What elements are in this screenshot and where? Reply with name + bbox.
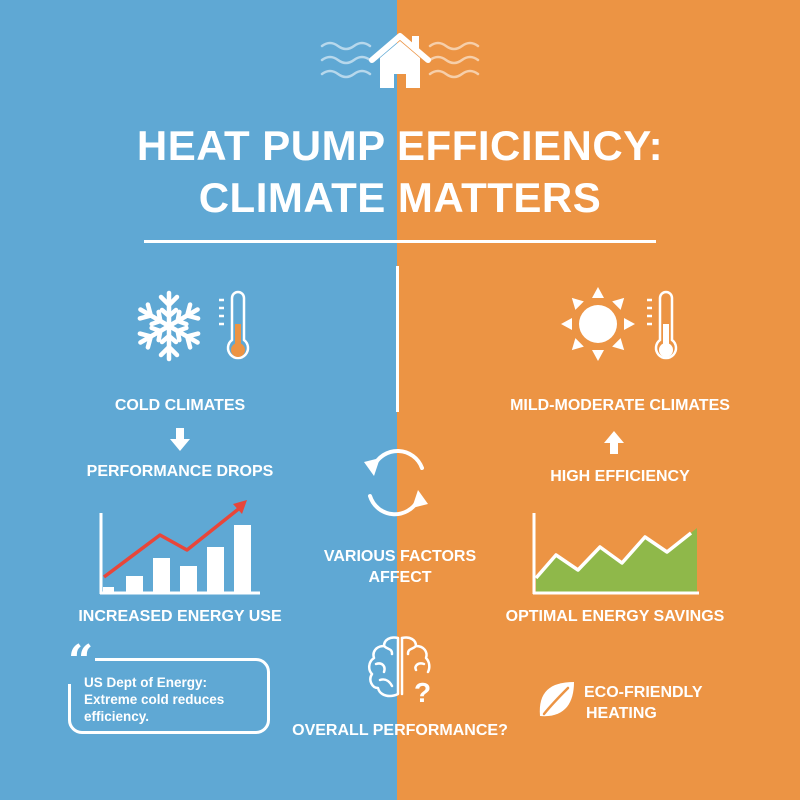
bar-1 [103, 587, 114, 593]
bar-2 [126, 576, 143, 593]
cycle-arrows-icon [364, 448, 428, 517]
quote-line-3: efficiency. [84, 709, 150, 724]
bar-6 [234, 525, 251, 593]
sun-icon [561, 287, 635, 361]
overall-performance-label: OVERALL PERFORMANCE? [292, 722, 508, 739]
eco-line-2: HEATING [586, 705, 657, 722]
quote-mark-icon: “ [66, 636, 96, 687]
mild-climates-heading: MILD-MODERATE CLIMATES [510, 397, 730, 414]
thermometer-icon [647, 290, 678, 360]
cold-climates-heading: COLD CLIMATES [114, 397, 246, 414]
bar-4 [180, 566, 197, 593]
center-divider [396, 266, 399, 412]
increased-energy-caption: INCREASED ENERGY USE [78, 608, 282, 625]
various-factors-label: VARIOUS FACTORS AFFECT [300, 546, 500, 588]
arrow-up-icon [604, 431, 624, 454]
title-line-2: CLIMATE MATTERS [198, 174, 602, 221]
page-title: HEAT PUMP EFFICIENCY: CLIMATE MATTERS [0, 120, 800, 224]
performance-drops-label: PERFORMANCE DROPS [86, 463, 274, 480]
eco-friendly-label: ECO-FRIENDLY HEATING [584, 682, 703, 724]
bar-5 [207, 547, 224, 593]
svg-text:?: ? [414, 677, 431, 708]
various-factors-line-2: AFFECT [368, 569, 432, 586]
bar-3 [153, 558, 170, 593]
arrow-down-icon [170, 428, 190, 451]
quote-line-2: Extreme cold reduces [84, 692, 225, 707]
warm-climate-panel [397, 0, 800, 800]
house-with-heat-waves-icon [320, 33, 480, 88]
thermometer-low-icon [219, 290, 250, 360]
quote-text: US Dept of Energy: Extreme cold reduces … [84, 674, 224, 725]
leaf-icon [539, 682, 574, 717]
quote-box [68, 658, 270, 734]
title-divider [144, 240, 656, 243]
various-factors-line-1: VARIOUS FACTORS [323, 548, 477, 565]
energy-savings-area-chart [532, 513, 699, 595]
optimal-savings-caption: OPTIMAL ENERGY SAVINGS [505, 608, 725, 625]
brain-question-icon: ? [368, 636, 431, 708]
energy-use-bar-chart [99, 500, 260, 595]
snowflake-icon [130, 290, 208, 362]
title-line-1: HEAT PUMP EFFICIENCY: [136, 122, 664, 169]
high-efficiency-label: HIGH EFFICIENCY [550, 468, 690, 485]
eco-line-1: ECO-FRIENDLY [584, 684, 703, 701]
quote-line-1: US Dept of Energy: [84, 675, 208, 690]
